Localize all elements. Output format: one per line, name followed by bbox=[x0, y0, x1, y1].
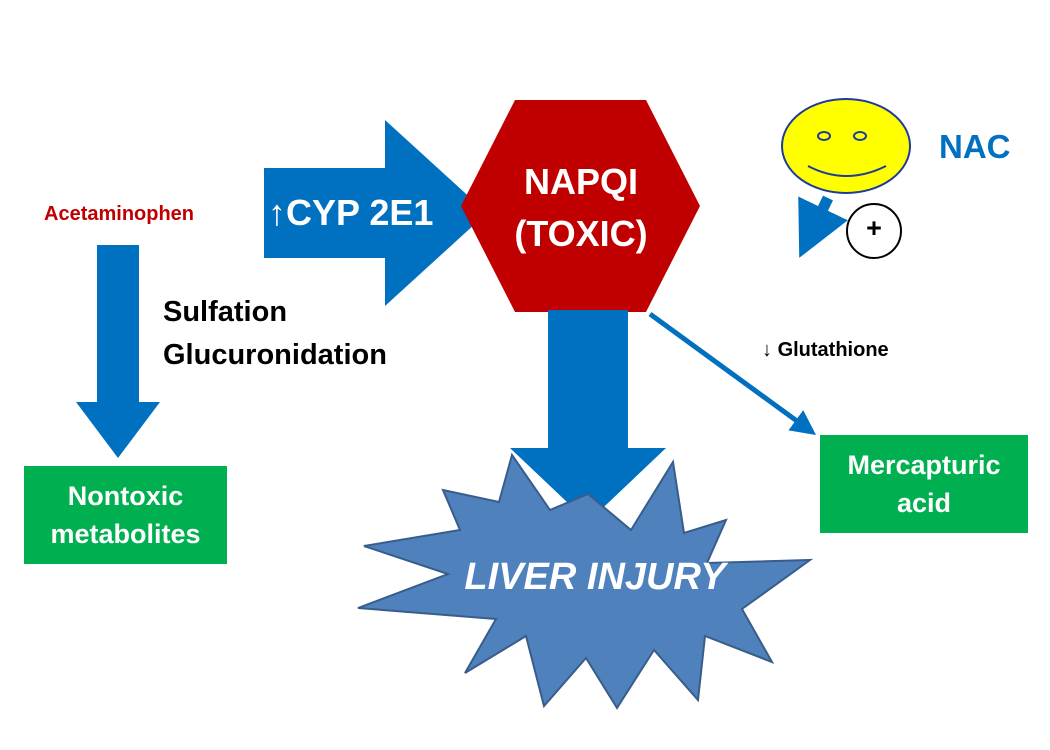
up-arrow-icon: ↑ bbox=[268, 192, 286, 233]
napqi-name: NAPQI bbox=[523, 161, 638, 202]
napqi-hexagon bbox=[461, 100, 700, 312]
mercapturic-line-2: acid bbox=[896, 488, 952, 518]
plus-circle-icon bbox=[846, 203, 902, 259]
liver-injury-label: LIVER INJURY bbox=[464, 556, 726, 598]
sulfation-down-arrow bbox=[76, 245, 160, 458]
acetaminophen-label: Acetaminophen bbox=[44, 203, 195, 225]
down-arrow-icon: ↓ bbox=[762, 339, 772, 361]
plus-sign: + bbox=[866, 213, 882, 243]
sulfation-label: Sulfation bbox=[163, 296, 288, 328]
nac-arrow bbox=[798, 195, 848, 258]
glutathione-label: ↓ Glutathione bbox=[762, 339, 889, 362]
nontoxic-line-2: metabolites bbox=[50, 519, 201, 549]
cyp2e1-text: CYP 2E1 bbox=[286, 192, 434, 233]
nontoxic-line-1: Nontoxic bbox=[67, 481, 184, 511]
mercapturic-acid-box: Mercapturic acid bbox=[820, 435, 1028, 533]
cyp2e1-label: ↑CYP 2E1 bbox=[268, 192, 433, 234]
glutathione-text: Glutathione bbox=[777, 339, 889, 361]
glucuronidation-label: Glucuronidation bbox=[163, 339, 387, 371]
smiley-face-icon bbox=[781, 98, 911, 194]
napqi-label: NAPQI (TOXIC) bbox=[495, 156, 667, 260]
cyp2e1-right-arrow bbox=[264, 120, 487, 306]
mercapturic-line-1: Mercapturic bbox=[847, 450, 1001, 480]
glutathione-arrow bbox=[648, 311, 817, 435]
nac-label: NAC bbox=[939, 128, 1011, 165]
napqi-down-arrow bbox=[510, 310, 666, 522]
nontoxic-metabolites-box: Nontoxic metabolites bbox=[24, 466, 227, 564]
napqi-toxic: (TOXIC) bbox=[514, 213, 648, 254]
liver-injury-starburst bbox=[357, 452, 814, 710]
